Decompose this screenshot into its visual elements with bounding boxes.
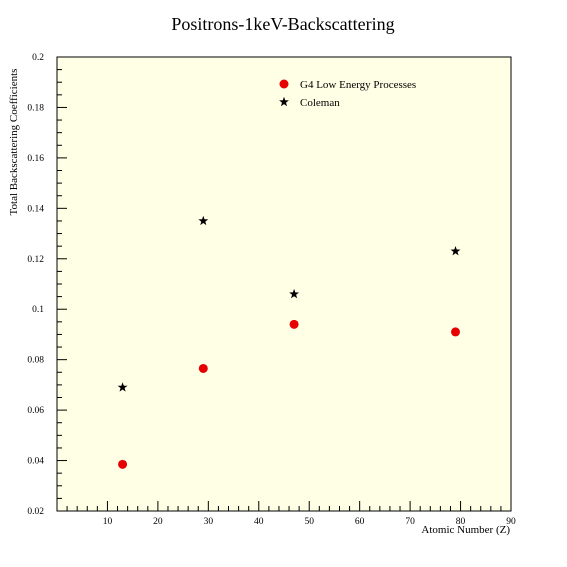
legend-label-g4: G4 Low Energy Processes — [300, 79, 416, 91]
data-points — [117, 215, 461, 469]
coleman-data-point — [289, 288, 300, 299]
x-tick-label: 50 — [304, 517, 314, 527]
coleman-data-point — [198, 215, 209, 226]
x-tick-label: 40 — [254, 517, 264, 527]
x-axis-label: Atomic Number (Z) — [421, 524, 510, 536]
g4-data-point — [198, 363, 208, 373]
y-tick-label: 0.14 — [27, 204, 44, 214]
minor-ticks — [57, 69, 502, 511]
legend: G4 Low Energy Processes Coleman — [279, 79, 416, 109]
y-tick-label: 0.18 — [27, 103, 44, 113]
y-axis-label: Total Backscattering Coefficients — [8, 69, 20, 216]
x-tick-label: 60 — [355, 517, 365, 527]
y-tick-label: 0.1 — [32, 305, 44, 315]
coleman-data-point — [117, 382, 128, 392]
chart-title: Positrons-1keV-Backscattering — [171, 14, 394, 34]
legend-symbols — [279, 79, 289, 107]
y-tick-label: 0.12 — [27, 255, 44, 265]
y-tick-label: 0.04 — [27, 457, 44, 467]
g4-data-point — [451, 327, 461, 337]
y-tick-label: 0.02 — [27, 507, 44, 517]
x-tick-label: 10 — [103, 517, 113, 527]
g4-data-point — [118, 459, 128, 469]
major-ticks — [57, 56, 512, 512]
legend-label-coleman: Coleman — [300, 97, 340, 109]
tick-labels: 10 20 30 40 50 60 70 80 90 0.02 0.04 0.06 0.08 0.1 0.1… — [27, 53, 516, 527]
x-tick-label: 30 — [204, 517, 214, 527]
x-tick-label: 90 — [506, 517, 516, 527]
x-tick-label: 80 — [456, 517, 466, 527]
plot-area — [56, 56, 512, 512]
x-tick-label: 70 — [405, 517, 415, 527]
y-tick-label: 0.08 — [27, 356, 44, 366]
y-tick-label: 0.2 — [32, 53, 44, 63]
y-tick-label: 0.16 — [27, 154, 44, 164]
y-tick-label: 0.06 — [27, 406, 44, 416]
legend-star-icon — [279, 96, 289, 107]
g4-data-point — [289, 319, 299, 329]
legend-circle-icon — [279, 79, 289, 89]
x-tick-label: 20 — [153, 517, 163, 527]
coleman-data-point — [450, 246, 461, 256]
